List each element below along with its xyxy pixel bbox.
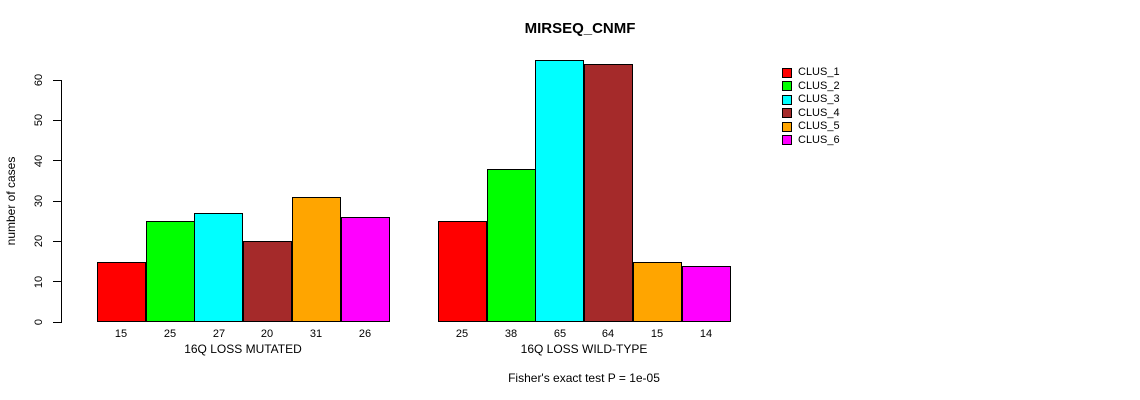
y-axis-label: number of cases [4,156,18,246]
group-label: 16Q LOSS MUTATED [184,342,302,356]
legend-item: CLUS_6 [782,134,840,148]
y-tick-label: 50 [33,114,45,127]
legend-swatch [782,135,792,146]
bar [146,221,195,322]
bar [341,217,390,322]
legend-item-label: CLUS_3 [798,93,840,106]
bar-value-label: 65 [553,328,567,340]
bar-value-label: 26 [358,328,372,340]
bar-value-label: 27 [212,328,226,340]
legend-item: CLUS_2 [782,80,840,94]
bar [243,241,292,322]
bar-value-label: 15 [114,328,128,340]
legend-item: CLUS_4 [782,107,840,121]
bar [292,197,341,322]
legend-swatch [782,108,792,119]
bar-value-label: 14 [699,328,713,340]
bar-value-label: 25 [455,328,469,340]
bar-value-label: 38 [504,328,518,340]
bar [487,169,536,322]
bar [535,60,584,322]
legend-swatch [782,67,792,78]
fisher-test-annotation: Fisher's exact test P = 1e-05 [508,371,660,385]
y-tick-mark [53,160,61,162]
bar [682,266,731,322]
bar [97,262,146,322]
y-tick-mark [53,240,61,242]
legend-item: CLUS_3 [782,93,840,107]
y-tick-mark [53,321,61,323]
group-label: 16Q LOSS WILD-TYPE [520,342,648,356]
bar-value-label: 64 [601,328,615,340]
bar-value-label: 15 [650,328,664,340]
bar [438,221,487,322]
bar [633,262,682,322]
y-tick-mark [53,119,61,121]
chart-title: MIRSEQ_CNMF [524,20,636,37]
legend: CLUS_1 CLUS_2 CLUS_3 CLUS_4 CLUS_5 CLUS_6 [782,66,840,147]
legend-swatch [782,94,792,105]
legend-item: CLUS_5 [782,120,840,134]
legend-item-label: CLUS_6 [798,133,840,146]
y-tick-label: 10 [33,275,45,288]
y-tick-label: 60 [33,73,45,87]
legend-item-label: CLUS_4 [798,106,840,119]
y-tick-label: 0 [33,318,45,326]
bar-value-label: 20 [260,328,274,340]
legend-swatch [782,81,792,92]
legend-item-label: CLUS_5 [798,120,840,133]
y-tick-mark [53,200,61,202]
y-tick-mark [53,79,61,81]
y-tick-label: 20 [33,235,45,248]
bar [194,213,243,322]
bar [584,64,633,322]
legend-item-label: CLUS_2 [798,79,840,92]
legend-item: CLUS_1 [782,66,840,80]
bar-value-label: 31 [309,328,323,340]
y-tick-label: 30 [33,194,45,208]
y-axis-line [61,80,62,323]
bar-value-label: 25 [163,328,177,340]
legend-item-label: CLUS_1 [798,66,840,79]
legend-swatch [782,121,792,132]
y-tick-label: 40 [33,154,45,167]
y-tick-mark [53,281,61,283]
